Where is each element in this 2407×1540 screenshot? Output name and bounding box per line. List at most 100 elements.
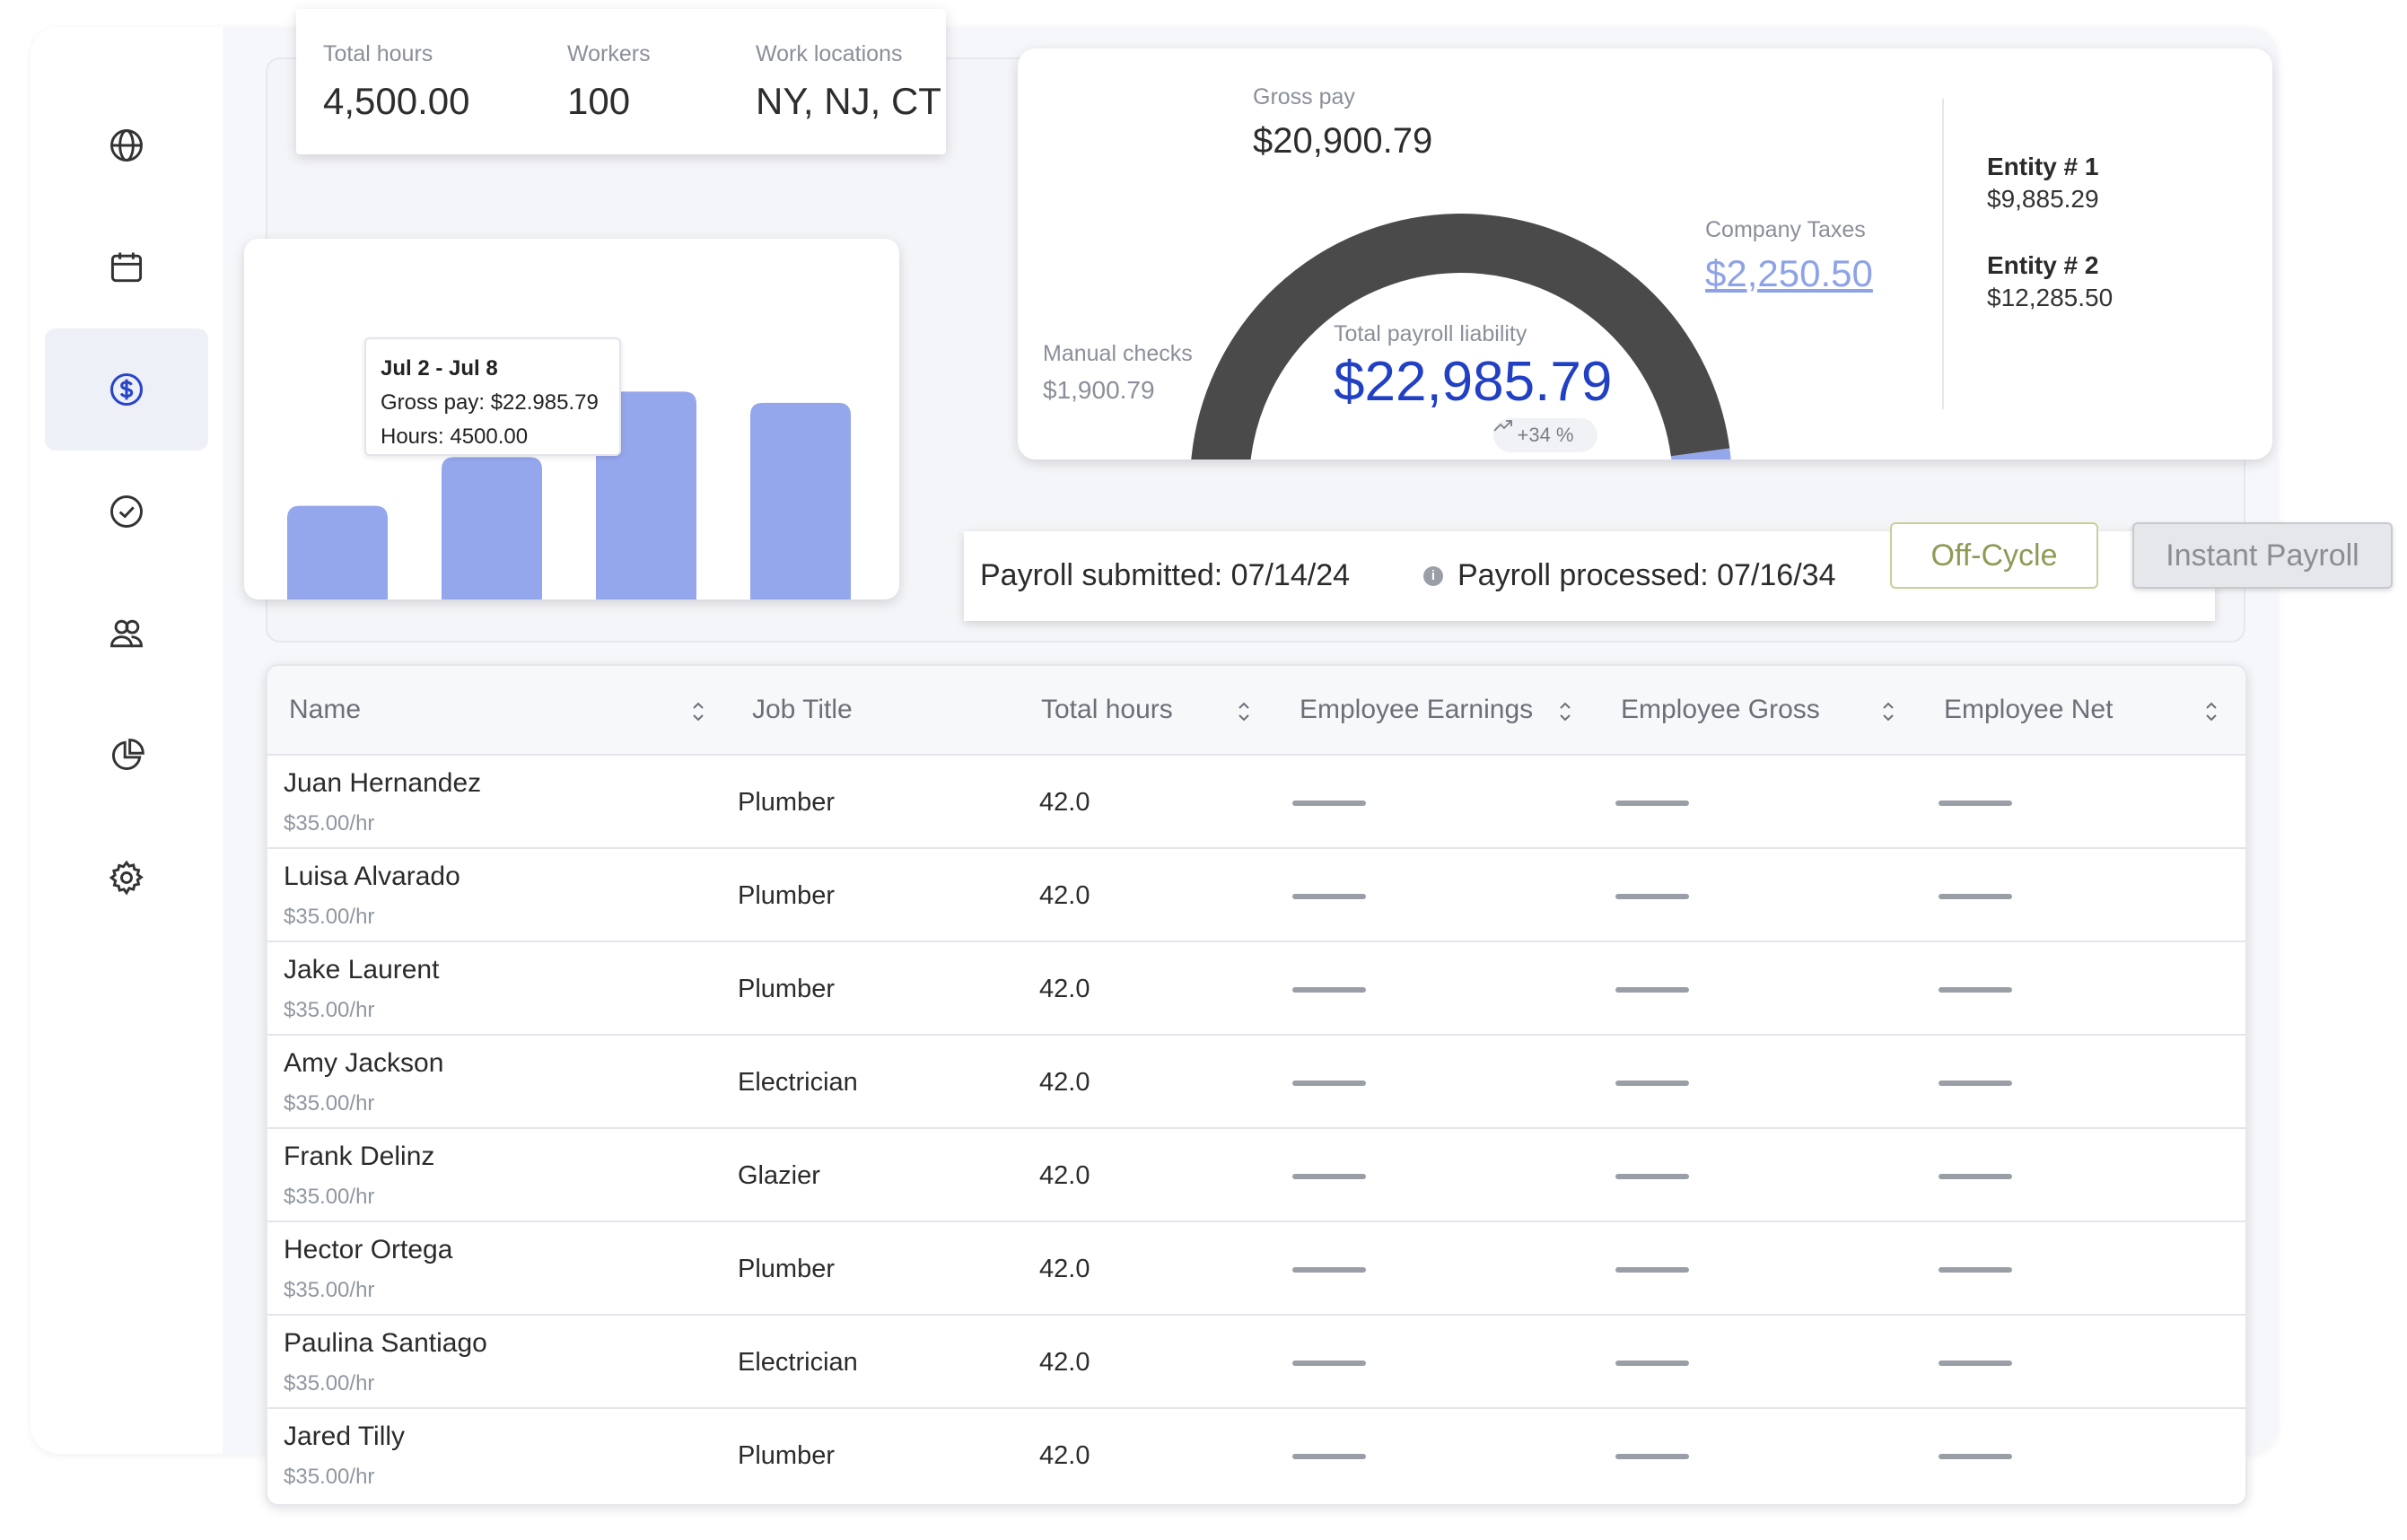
earnings-placeholder: [1292, 801, 1366, 806]
employee-hours: 42.0: [1039, 1161, 1090, 1190]
payroll-processed: i Payroll processed: 07/16/34: [1423, 558, 1835, 593]
employee-name: Hector Ortega: [284, 1235, 453, 1264]
col-employee-net[interactable]: Employee Net: [1944, 695, 2114, 724]
earnings-placeholder: [1292, 1174, 1366, 1179]
table-row[interactable]: Hector Ortega $35.00/hr Plumber 42.0: [267, 1222, 2245, 1316]
payroll-submitted-text: Payroll submitted: 07/14/24: [980, 558, 1351, 592]
total-liability-block: Total payroll liability: [1334, 321, 1527, 347]
entity-name: Entity # 1: [1987, 153, 2099, 180]
col-employee-earnings[interactable]: Employee Earnings: [1300, 695, 1534, 724]
net-placeholder: [1939, 894, 2012, 899]
net-placeholder: [1939, 1267, 2012, 1273]
table-row[interactable]: Juan Hernandez $35.00/hr Plumber 42.0: [267, 756, 2245, 849]
entity-2: Entity # 2 $12,285.50: [1987, 251, 2113, 312]
employee-hours: 42.0: [1039, 975, 1090, 1003]
company-taxes-value[interactable]: $2,250.50: [1705, 252, 1873, 294]
off-cycle-button[interactable]: Off-Cycle: [1890, 522, 2098, 589]
col-employee-gross[interactable]: Employee Gross: [1621, 695, 1820, 724]
nav-reports[interactable]: [45, 695, 208, 817]
company-taxes-label: Company Taxes: [1705, 217, 1866, 242]
users-icon: [110, 619, 143, 648]
stat-label: Work locations: [756, 41, 903, 66]
payroll-liability-card: Gross pay $20,900.79 Company Taxes $2,25…: [1018, 48, 2272, 459]
sort-icon[interactable]: [689, 698, 707, 725]
table-row[interactable]: Jake Laurent $35.00/hr Plumber 42.0: [267, 942, 2245, 1036]
gross-pay-block: Gross pay $20,900.79: [1253, 84, 1432, 162]
employee-rate: $35.00/hr: [284, 1465, 375, 1489]
stat-total-hours: Total hours 4,500.00: [323, 41, 470, 123]
liability-gauge: [1191, 214, 1731, 459]
gross-pay-value: $20,900.79: [1253, 121, 1433, 161]
nav-payroll[interactable]: [45, 328, 208, 451]
employee-rate: $35.00/hr: [284, 905, 375, 929]
divider: [1942, 99, 1944, 409]
sort-icon[interactable]: [2202, 698, 2220, 725]
table-row[interactable]: Amy Jackson $35.00/hr Electrician 42.0: [267, 1036, 2245, 1129]
calendar-icon: [110, 252, 143, 283]
employee-name: Luisa Alvarado: [284, 862, 460, 891]
company-taxes-block[interactable]: Company Taxes $2,250.50: [1705, 217, 1873, 295]
stat-label: Total hours: [323, 41, 433, 66]
table-row[interactable]: Luisa Alvarado $35.00/hr Plumber 42.0: [267, 849, 2245, 942]
earnings-placeholder: [1292, 1267, 1366, 1273]
table-row[interactable]: Frank Delinz $35.00/hr Glazier 42.0: [267, 1129, 2245, 1222]
nav-calendar[interactable]: [45, 206, 208, 328]
entity-1: Entity # 1 $9,885.29: [1987, 153, 2099, 214]
col-total-hours[interactable]: Total hours: [1041, 695, 1173, 724]
gross-placeholder: [1615, 1361, 1689, 1366]
bar-chart-svg: [287, 391, 851, 599]
nav-globe[interactable]: [45, 84, 208, 206]
stat-locations: Work locations NY, NJ, CT: [756, 41, 941, 123]
bar[interactable]: [750, 402, 851, 599]
nav-settings[interactable]: [45, 817, 208, 939]
employee-hours: 42.0: [1039, 1348, 1090, 1377]
manual-checks-block: Manual checks $1,900.79: [1043, 341, 1193, 405]
net-placeholder: [1939, 1081, 2012, 1086]
employee-hours: 42.0: [1039, 881, 1090, 910]
trend-badge: +34 %: [1493, 418, 1597, 452]
trend-value: +34 %: [1517, 424, 1574, 446]
sort-icon[interactable]: [1879, 698, 1897, 725]
employee-job: Plumber: [738, 1255, 835, 1283]
employee-job: Electrician: [738, 1068, 858, 1097]
net-placeholder: [1939, 1361, 2012, 1366]
employee-name: Amy Jackson: [284, 1048, 444, 1078]
nav-approvals[interactable]: [45, 451, 208, 573]
table-row[interactable]: Paulina Santiago $35.00/hr Electrician 4…: [267, 1316, 2245, 1409]
bar[interactable]: [287, 505, 388, 599]
col-name[interactable]: Name: [289, 695, 362, 724]
instant-payroll-button[interactable]: Instant Payroll: [2132, 522, 2393, 589]
earnings-placeholder: [1292, 1081, 1366, 1086]
gross-placeholder: [1615, 1454, 1689, 1459]
employee-job: Plumber: [738, 881, 835, 910]
earnings-placeholder: [1292, 1454, 1366, 1459]
nav-workers[interactable]: [45, 573, 208, 695]
stat-value: 100: [567, 80, 631, 122]
gross-placeholder: [1615, 987, 1689, 993]
employee-name: Jake Laurent: [284, 955, 440, 984]
employee-name: Jared Tilly: [284, 1422, 406, 1451]
gauge-segment: [1191, 214, 1730, 459]
stats-card: Total hours 4,500.00 Workers 100 Work lo…: [296, 9, 946, 154]
employee-job: Plumber: [738, 975, 835, 1003]
earnings-placeholder: [1292, 894, 1366, 899]
bar[interactable]: [442, 457, 542, 599]
employee-job: Plumber: [738, 1441, 835, 1470]
bar-tooltip: Jul 2 - Jul 8 Gross pay: $22.985.79 Hour…: [364, 337, 621, 456]
table-row[interactable]: Jared Tilly $35.00/hr Plumber 42.0: [267, 1409, 2245, 1502]
tooltip-gross-pay: Gross pay: $22.985.79: [381, 390, 599, 415]
employee-rate: $35.00/hr: [284, 1371, 375, 1396]
info-icon[interactable]: i: [1423, 565, 1443, 586]
employees-table: Name Job Title Total hours Employee Earn…: [266, 664, 2247, 1506]
gross-placeholder: [1615, 1174, 1689, 1179]
employee-rate: $35.00/hr: [284, 1185, 375, 1209]
sort-icon[interactable]: [1235, 698, 1253, 725]
sort-icon[interactable]: [1556, 698, 1574, 725]
gross-pay-label: Gross pay: [1253, 84, 1355, 109]
col-job-title[interactable]: Job Title: [752, 695, 853, 724]
bar[interactable]: [596, 391, 696, 599]
manual-checks-value: $1,900.79: [1043, 376, 1155, 404]
total-liability-value: $22,985.79: [1334, 351, 1613, 413]
employee-rate: $35.00/hr: [284, 1091, 375, 1116]
entity-value: $9,885.29: [1987, 185, 2099, 213]
